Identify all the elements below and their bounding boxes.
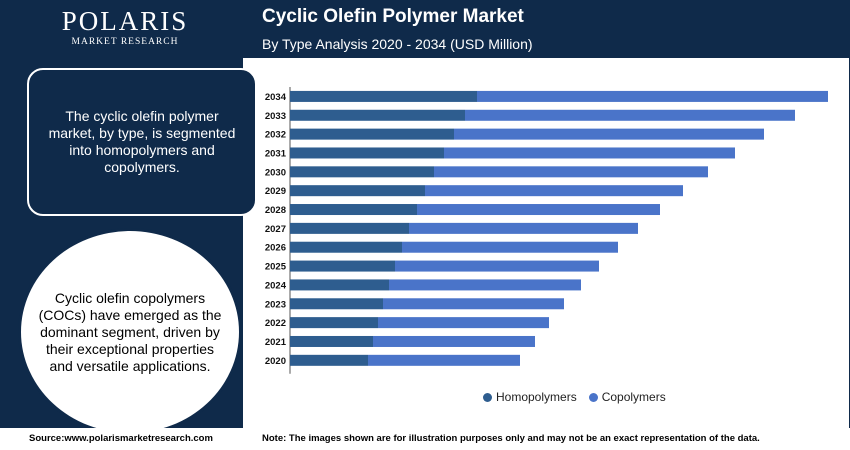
footer [0, 428, 850, 450]
bar-copolymers-2034 [477, 90, 828, 102]
legend-swatch-copolymers [588, 392, 598, 402]
legend-item-homopolymers: Homopolymers [483, 390, 577, 404]
bar-copolymers-2033 [465, 109, 795, 121]
bar-copolymers-2029 [425, 185, 683, 197]
bar-copolymers-2021 [373, 335, 535, 347]
bar-copolymers-2025 [395, 260, 599, 272]
bar-homopolymers-2028 [290, 204, 417, 216]
bar-homopolymers-2025 [290, 260, 395, 272]
bar-homopolymers-2032 [290, 128, 454, 140]
y-tick-label: 2029 [265, 186, 286, 197]
chart-title: Cyclic Olefin Polymer Market [262, 6, 524, 27]
bar-homopolymers-2034 [290, 90, 477, 102]
dominant-segment-text: Cyclic olefin copolymers (COCs) have eme… [38, 289, 222, 374]
bar-copolymers-2023 [383, 298, 564, 310]
bar-homopolymers-2027 [290, 222, 409, 234]
polaris-logo: POLARIS MARKET RESEARCH [60, 6, 190, 48]
bar-homopolymers-2021 [290, 335, 373, 347]
bar-homopolymers-2033 [290, 109, 465, 121]
disclaimer-note: Note: The images shown are for illustrat… [262, 433, 760, 444]
y-tick-label: 2028 [265, 205, 286, 216]
y-tick-label: 2026 [265, 243, 286, 254]
y-tick-label: 2022 [265, 318, 286, 329]
segment-description-box: The cyclic olefin polymer market, by typ… [27, 68, 257, 216]
bar-copolymers-2027 [409, 222, 638, 234]
bar-homopolymers-2023 [290, 298, 383, 310]
chart-legend: Homopolymers Copolymers [483, 390, 666, 404]
chart-subtitle: By Type Analysis 2020 - 2034 (USD Millio… [262, 36, 533, 52]
bar-homopolymers-2031 [290, 147, 444, 159]
bar-copolymers-2030 [434, 166, 708, 178]
bar-copolymers-2031 [444, 147, 735, 159]
bar-homopolymers-2024 [290, 279, 389, 291]
bar-homopolymers-2029 [290, 185, 425, 197]
y-tick-label: 2025 [265, 262, 287, 273]
bar-homopolymers-2022 [290, 317, 378, 329]
segment-description-text: The cyclic olefin polymer market, by typ… [48, 108, 236, 175]
bar-copolymers-2028 [417, 204, 660, 216]
y-tick-label: 2034 [265, 92, 287, 103]
y-tick-label: 2020 [265, 356, 286, 367]
y-tick-label: 2023 [265, 299, 286, 310]
y-tick-label: 2027 [265, 224, 286, 235]
y-tick-label: 2030 [265, 167, 286, 178]
y-tick-label: 2031 [265, 148, 287, 159]
y-tick-label: 2032 [265, 130, 286, 141]
legend-label-homopolymers: Homopolymers [496, 390, 577, 404]
bar-homopolymers-2026 [290, 241, 402, 253]
logo-wordmark: POLARIS [61, 6, 189, 36]
y-tick-label: 2024 [265, 280, 287, 291]
dominant-segment-circle: Cyclic olefin copolymers (COCs) have eme… [18, 228, 242, 436]
bar-homopolymers-2020 [290, 354, 368, 366]
y-tick-label: 2021 [265, 337, 287, 348]
legend-label-copolymers: Copolymers [601, 390, 666, 404]
bar-homopolymers-2030 [290, 166, 434, 178]
logo-tagline: MARKET RESEARCH [71, 37, 179, 47]
legend-item-copolymers: Copolymers [588, 390, 666, 404]
bar-copolymers-2032 [454, 128, 764, 140]
legend-swatch-homopolymers [483, 392, 492, 402]
stacked-bar-chart: 2034 2033 2032 2031 2030 2029 2028 2027 2026 2025… [265, 87, 828, 374]
bar-copolymers-2020 [368, 354, 520, 366]
bar-copolymers-2026 [402, 241, 618, 253]
source-text: Source:www.polarismarketresearch.com [29, 433, 213, 444]
bar-copolymers-2022 [378, 317, 549, 329]
bar-copolymers-2024 [389, 279, 581, 291]
y-tick-label: 2033 [265, 111, 286, 122]
